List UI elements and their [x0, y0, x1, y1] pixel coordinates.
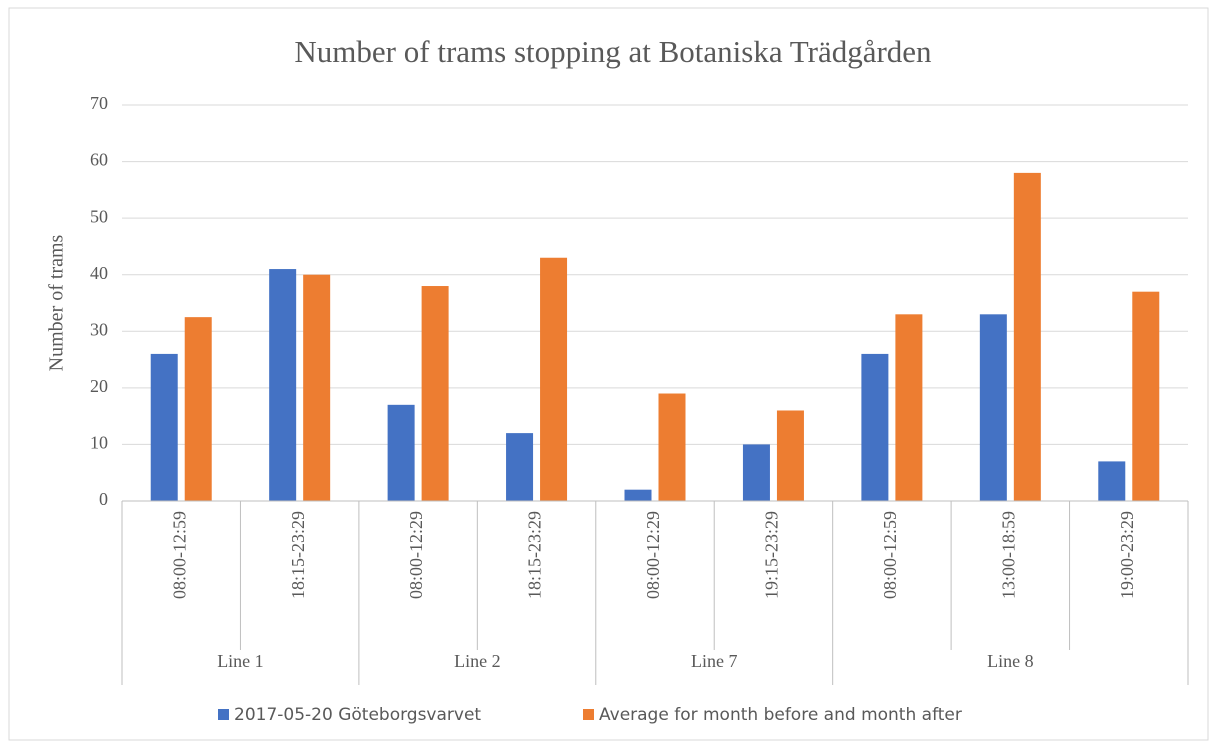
y-axis-label: Number of trams	[46, 234, 68, 371]
bar	[150, 353, 178, 501]
legend-label: 2017-05-20 Göteborgsvarvet	[234, 705, 481, 725]
x-tick-label: 19:15-23:29	[762, 511, 782, 599]
group-label: Line 8	[987, 651, 1034, 671]
bar	[269, 269, 297, 501]
y-tick-label: 40	[90, 263, 108, 283]
bar	[421, 286, 449, 501]
y-tick-label: 20	[90, 376, 108, 396]
group-label: Line 7	[691, 651, 738, 671]
chart-title: Number of trams stopping at Botaniska Tr…	[294, 34, 932, 69]
bar	[303, 274, 331, 501]
y-tick-label: 10	[90, 433, 108, 453]
bar	[1098, 461, 1126, 501]
bar	[861, 353, 889, 501]
bar	[776, 410, 804, 501]
y-tick-label: 60	[90, 150, 108, 170]
bar	[895, 314, 923, 501]
bar	[979, 314, 1007, 501]
group-label: Line 2	[454, 651, 501, 671]
x-tick-label: 13:00-18:59	[998, 511, 1018, 599]
group-label: Line 1	[217, 651, 264, 671]
bar	[387, 404, 415, 501]
y-tick-label: 70	[90, 93, 108, 113]
x-tick-label: 08:00-12:29	[643, 511, 663, 599]
bar	[742, 444, 770, 501]
bar	[540, 257, 568, 501]
legend-swatch	[583, 709, 594, 720]
bar	[1013, 172, 1041, 501]
x-tick-label: 18:15-23:29	[525, 511, 545, 599]
x-tick-label: 08:00-12:59	[880, 511, 900, 599]
bar	[658, 393, 686, 501]
x-tick-label: 08:00-12:29	[406, 511, 426, 599]
x-tick-label: 18:15-23:29	[288, 511, 308, 599]
y-tick-label: 30	[90, 319, 108, 339]
bar	[184, 317, 212, 501]
x-tick-label: 19:00-23:29	[1117, 511, 1137, 599]
y-tick-label: 0	[99, 489, 108, 509]
legend-swatch	[218, 709, 229, 720]
x-tick-label: 08:00-12:59	[169, 511, 189, 599]
y-tick-label: 50	[90, 206, 108, 226]
legend-label: Average for month before and month after	[599, 705, 962, 725]
bar	[1132, 291, 1160, 501]
bar	[506, 433, 534, 501]
bar	[624, 489, 652, 501]
